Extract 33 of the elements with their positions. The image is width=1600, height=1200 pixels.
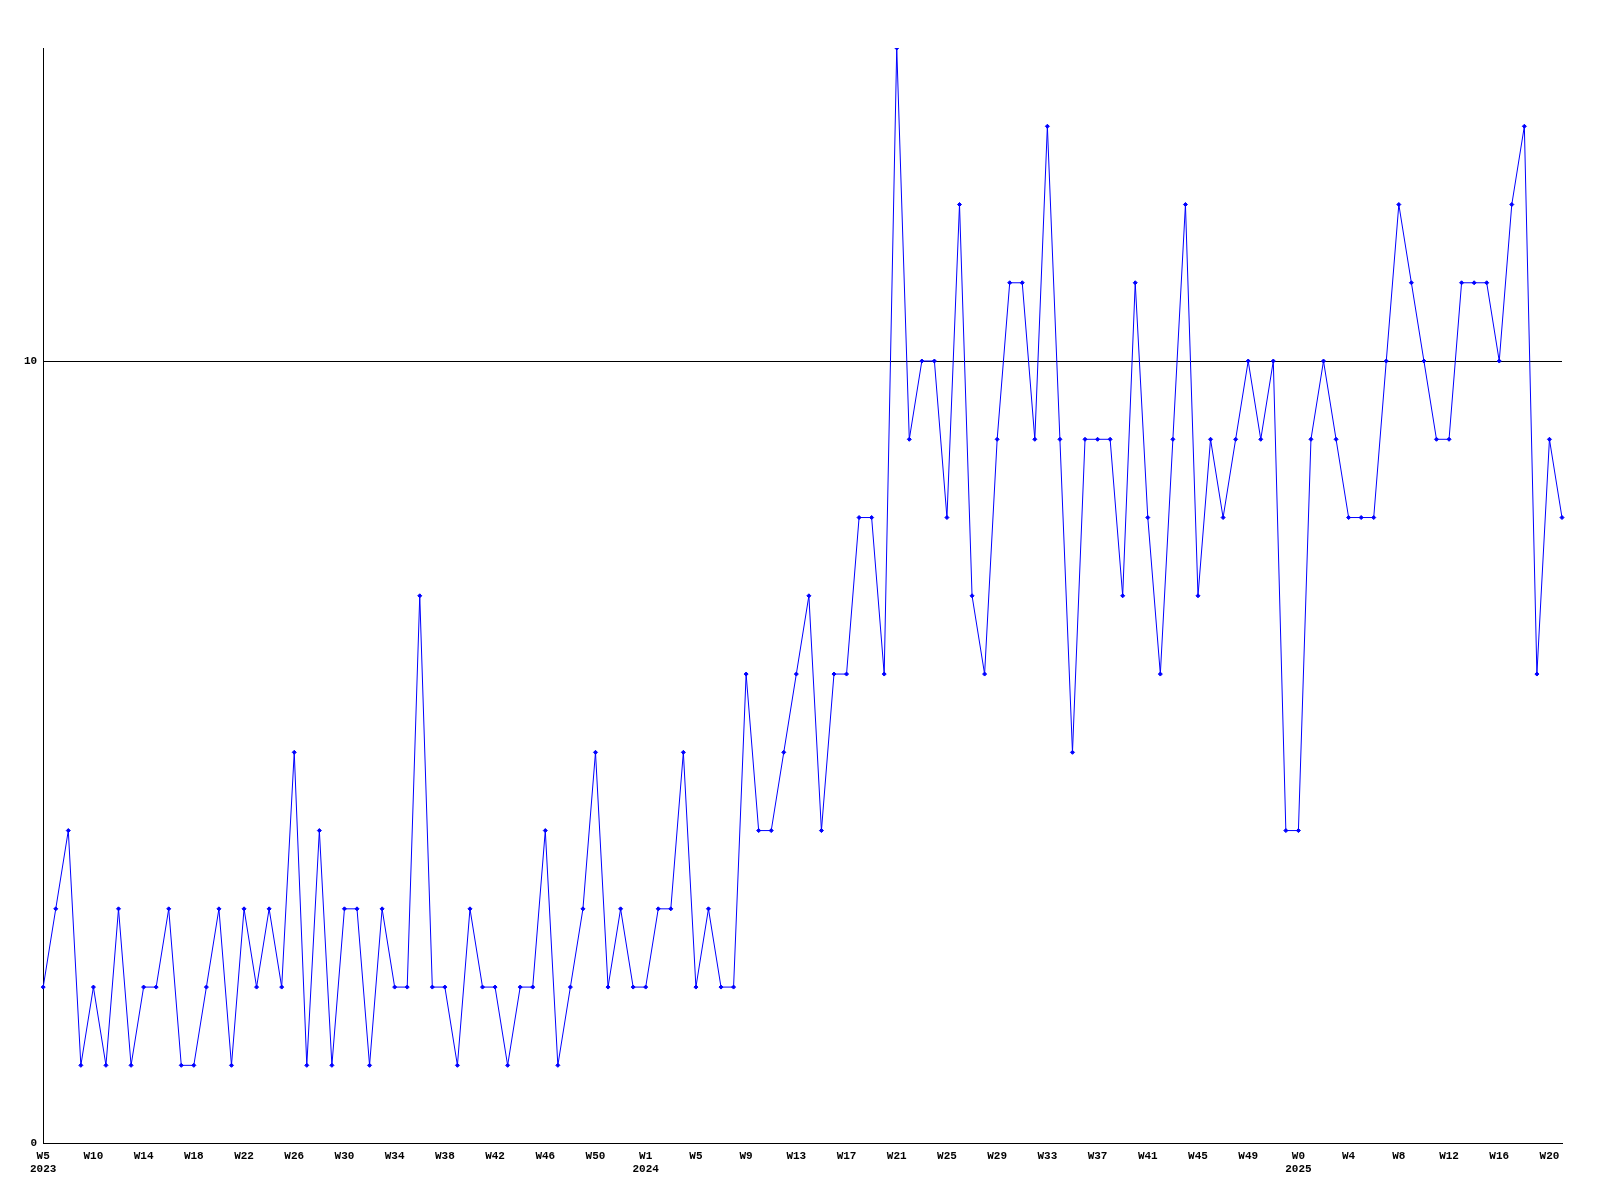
x-tick-label: W30 [334,1149,355,1162]
x-tick-label: W20 [1539,1149,1560,1162]
y-tick-label: 0 [30,1137,38,1150]
x-tick-label: W26 [284,1149,305,1162]
x-tick-label: W14 [133,1149,154,1162]
x-tick-label: W17 [836,1149,857,1162]
x-tick-label: W10 [83,1149,104,1162]
x-tick-label: W0 2025 [1285,1149,1313,1176]
x-tick-label: W49 [1238,1149,1259,1162]
x-tick-label: W5 2023 [30,1149,57,1176]
x-tick-label: W41 [1137,1149,1159,1162]
x-tick-label: W16 [1489,1149,1510,1162]
x-tick-label: W22 [234,1149,254,1162]
x-tick-label: W42 [485,1149,505,1162]
x-tick-label: W8 [1392,1149,1406,1162]
x-tick-label: W5 [689,1149,703,1162]
x-tick-label: W34 [384,1149,405,1162]
x-tick-label: W9 [739,1149,753,1162]
y-tick-label: 10 [24,354,38,367]
x-tick-label: W4 [1342,1149,1356,1162]
x-tick-label: W33 [1037,1149,1058,1162]
x-tick-label: W21 [886,1149,908,1162]
x-tick-label: W29 [987,1149,1008,1162]
x-tick-label: W1 2024 [632,1149,660,1176]
x-tick-label: W45 [1188,1149,1209,1162]
x-tick-label: W38 [434,1149,456,1162]
x-tick-label: W37 [1087,1149,1108,1162]
x-tick-label: W46 [535,1149,556,1162]
x-tick-label: W13 [786,1149,807,1162]
x-tick-label: W18 [183,1149,205,1162]
x-tick-label: W25 [937,1149,958,1162]
x-tick-label: W12 [1439,1149,1459,1162]
x-tick-label: W50 [585,1149,606,1162]
